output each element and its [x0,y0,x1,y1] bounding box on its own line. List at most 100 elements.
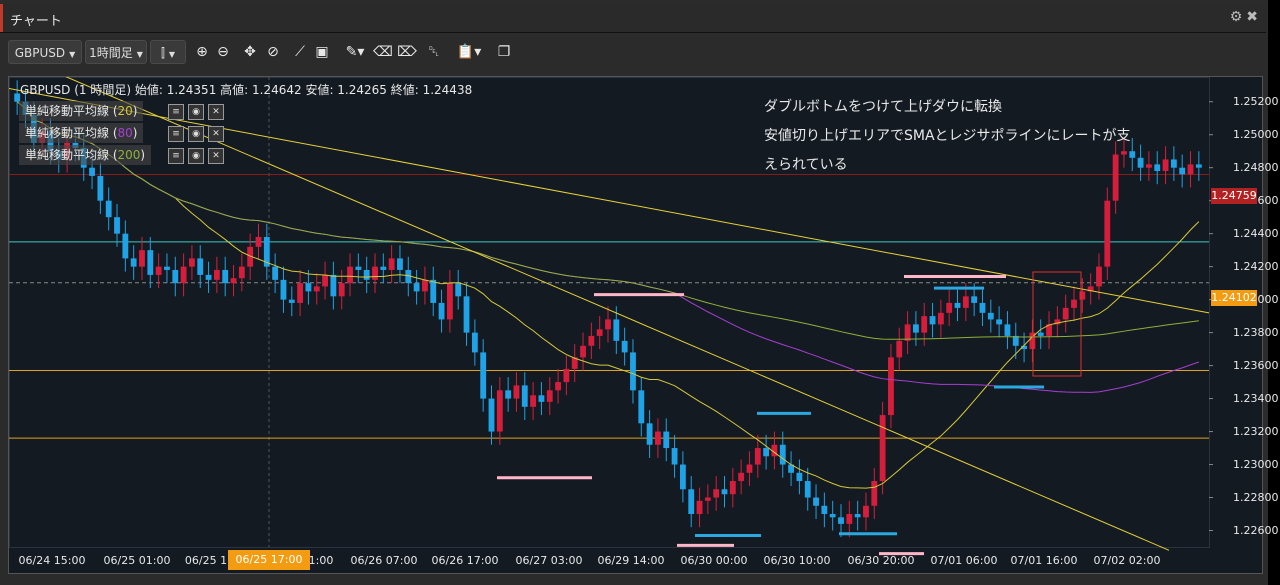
candle-body [796,472,803,482]
candle-body [1170,159,1177,168]
trend-tool-icon[interactable]: ⟋ [295,44,305,60]
chart-area[interactable]: GBPUSD (1 時間足) 始値: 1.24351 高値: 1.24642 安… [8,76,1279,574]
annotation-line: 安値切り上げエリアでSMAとレジサポラインにレートが支 [764,128,1131,144]
candle-body [729,481,736,495]
candle-body [438,302,445,320]
save-icon[interactable]: ▣ [315,44,329,60]
settings-icon[interactable]: ≡ [168,104,184,120]
candle-body [655,431,661,445]
candle-body [704,497,711,501]
indicator-sma-20[interactable]: 単純移動平均線 (20) [19,101,144,121]
candle-body [713,489,720,498]
eye-icon[interactable]: ◉ [188,104,204,120]
clipboard-icon[interactable]: 📋▾ [456,44,482,60]
candle-body [97,175,104,201]
price-tick-label: 1.25000 [1233,127,1279,141]
candle-body [1195,164,1202,168]
candle-body [754,448,761,465]
candle-body [804,481,811,498]
candle-body [330,274,337,297]
eraser-icon[interactable]: ⌫ [373,44,393,60]
candle-body [813,497,819,506]
candle-body [613,319,620,341]
move-icon[interactable]: ✥ [244,44,256,60]
close-icon[interactable]: ✕ [208,148,224,164]
price-tick-label: 1.22600 [1233,523,1279,537]
settings-icon[interactable]: ≡ [168,148,184,164]
reset-icon[interactable]: ⊘ [267,44,279,60]
price-tick-label: 1.23600 [1233,358,1279,372]
price-tick-label: 1.23000 [1233,457,1279,471]
candle-body [446,283,453,320]
candle-body [538,395,545,402]
indicator-controls: ≡ ◉ ✕ [166,145,226,165]
time-tick-label: 06/26 07:00 [350,554,418,567]
chevron-down-icon: ▼ [136,50,143,59]
candle-body [671,448,678,465]
candle-body [838,517,844,524]
symbol-select-value: GBPUSD [14,46,66,60]
candle-body [688,489,695,515]
price-tick-label: 1.25200 [1233,94,1279,108]
indicator-sma-80[interactable]: 単純移動平均線 (80) [19,123,144,143]
close-icon[interactable]: ✖ [1246,9,1258,25]
candle-body [863,505,869,518]
candle-body [463,296,470,333]
time-tick-label: 06/30 20:00 [847,554,915,567]
candle-body [222,269,229,284]
candle-body [1021,345,1027,350]
chart-type-select[interactable]: ⫿ ▼ [150,40,186,64]
symbol-select[interactable]: GBPUSD ▼ [8,40,82,64]
window-copy-icon[interactable]: ❐ [497,44,511,60]
eye-icon[interactable]: ◉ [188,148,204,164]
candle-body [1145,164,1152,168]
candle-body [946,302,953,313]
candle-body [979,302,986,313]
candle-body [1087,286,1094,292]
candle-body [996,319,1003,325]
candle-body [987,312,994,320]
eraser-all-icon[interactable]: ⌦ [397,44,417,60]
candle-body [1096,266,1102,287]
eye-icon[interactable]: ◉ [188,126,204,142]
draw-tool-icon[interactable]: ✎▾ [345,44,365,60]
time-tick-label: 06/30 10:00 [763,554,831,567]
candle-body [771,444,778,457]
candle-body [189,258,195,267]
close-icon[interactable]: ✕ [208,126,224,142]
current-price-label: 1.24759 [1211,188,1257,204]
candle-body [871,481,878,506]
close-icon[interactable]: ✕ [208,104,224,120]
candle-body [430,279,437,303]
candle-body [355,266,362,270]
price-tick-label: 1.24400 [1233,226,1279,240]
zoom-out-icon[interactable]: ⊖ [217,44,229,60]
price-tick-label: 1.23800 [1233,325,1279,339]
zoom-in-icon[interactable]: ⊕ [196,44,208,60]
candle-body [630,352,636,391]
candle-body [563,368,570,383]
delete-icon[interactable]: ␡ [428,44,440,60]
candle-body [513,385,520,399]
candle-body [488,398,495,432]
timeframe-select[interactable]: 1時間足 ▼ [85,40,147,64]
candle-body [954,302,961,308]
candle-body [1154,164,1161,171]
candle-body [272,266,279,280]
indicator-sma-200[interactable]: 単純移動平均線 (200) [19,145,152,165]
price-tick-label: 1.24800 [1233,160,1279,174]
candle-body [555,382,561,391]
indicator-label: 単純移動平均線 [25,148,110,162]
sma-20-line [16,101,1200,489]
candle-body [230,278,237,284]
candle-body [238,266,245,279]
annotation-text: ダブルボトムをつけて上げダウに転換 安値切り上げエリアでSMAとレジサポラインに… [764,93,1174,180]
candle-body [1187,164,1194,175]
candle-body [929,316,936,325]
gear-icon[interactable]: ⚙ [1229,9,1243,25]
price-chart[interactable] [9,77,1262,573]
settings-icon[interactable]: ≡ [168,126,184,142]
candle-body [313,286,320,292]
candle-body [746,464,753,473]
